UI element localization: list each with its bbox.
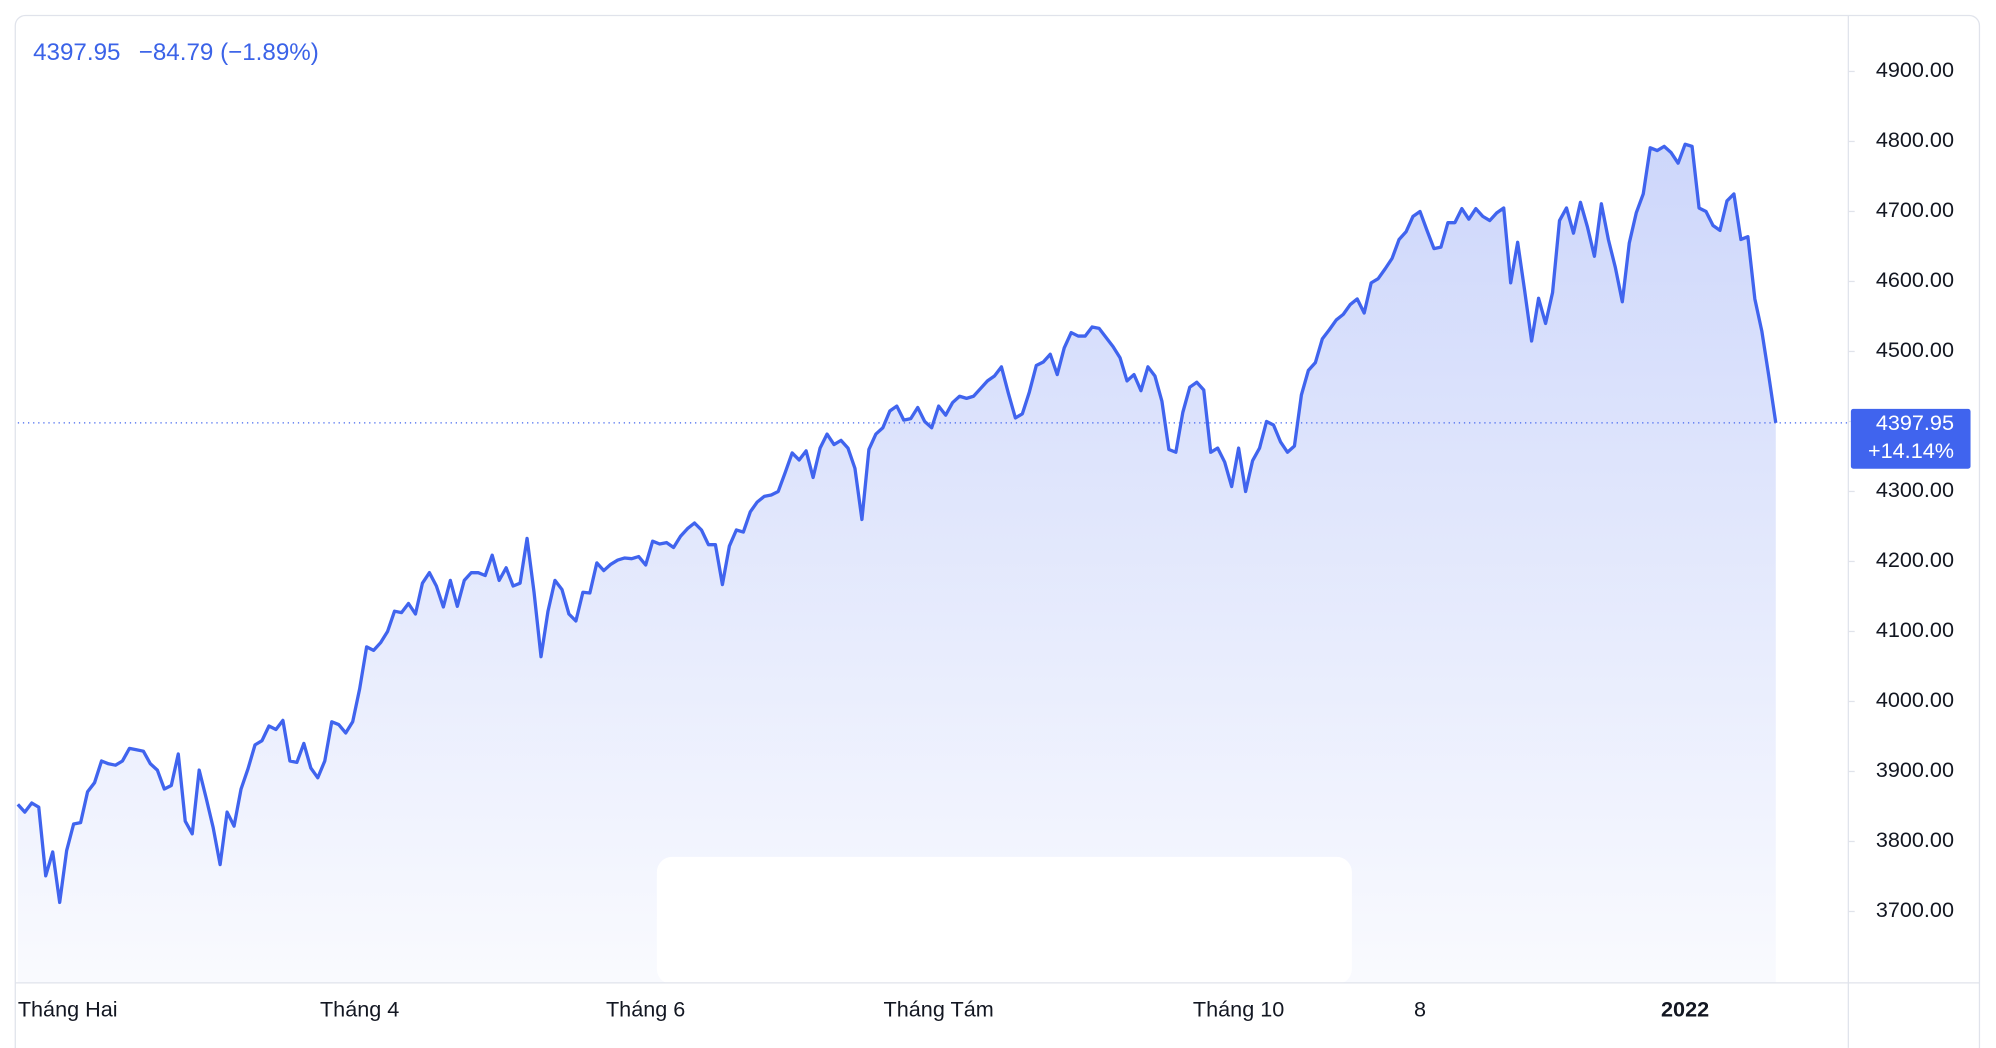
x-tick-label: 8 (1414, 997, 1426, 1022)
x-tick-label: Tháng 4 (320, 997, 399, 1022)
y-tick-label: 4600.00 (1876, 267, 1954, 292)
y-tick-label: 4200.00 (1876, 547, 1954, 572)
y-tick-label: 4100.00 (1876, 617, 1954, 642)
x-tick-label: Tháng 6 (606, 997, 685, 1022)
header-change: −84.79 (−1.89%) (139, 39, 319, 66)
y-tick-label: 3700.00 (1876, 897, 1954, 922)
plot-area (16, 142, 1849, 983)
x-tick-label: Tháng 10 (1193, 997, 1284, 1022)
last-price-label: 4397.95 (1876, 410, 1954, 435)
last-change-label: +14.14% (1868, 438, 1954, 463)
y-tick-label: 4900.00 (1876, 57, 1954, 82)
last-price-badge (1850, 408, 1971, 469)
y-tick-label: 4300.00 (1876, 477, 1954, 502)
y-tick-label: 4500.00 (1876, 337, 1954, 362)
price-line (16, 142, 1778, 905)
y-tick-label: 4700.00 (1876, 197, 1954, 222)
y-tick-label: 3900.00 (1876, 757, 1954, 782)
x-tick-label: 2022 (1661, 997, 1709, 1022)
y-tick-label: 4800.00 (1876, 127, 1954, 152)
x-tick-label: Tháng Tám (884, 997, 994, 1022)
area-fill (17, 144, 1776, 983)
y-tick-label: 4000.00 (1876, 687, 1954, 712)
y-tick-label: 3800.00 (1876, 827, 1954, 852)
overlay-panel (656, 856, 1352, 985)
header-price: 4397.95 (33, 39, 120, 66)
x-tick-label: Tháng Hai (18, 997, 118, 1022)
